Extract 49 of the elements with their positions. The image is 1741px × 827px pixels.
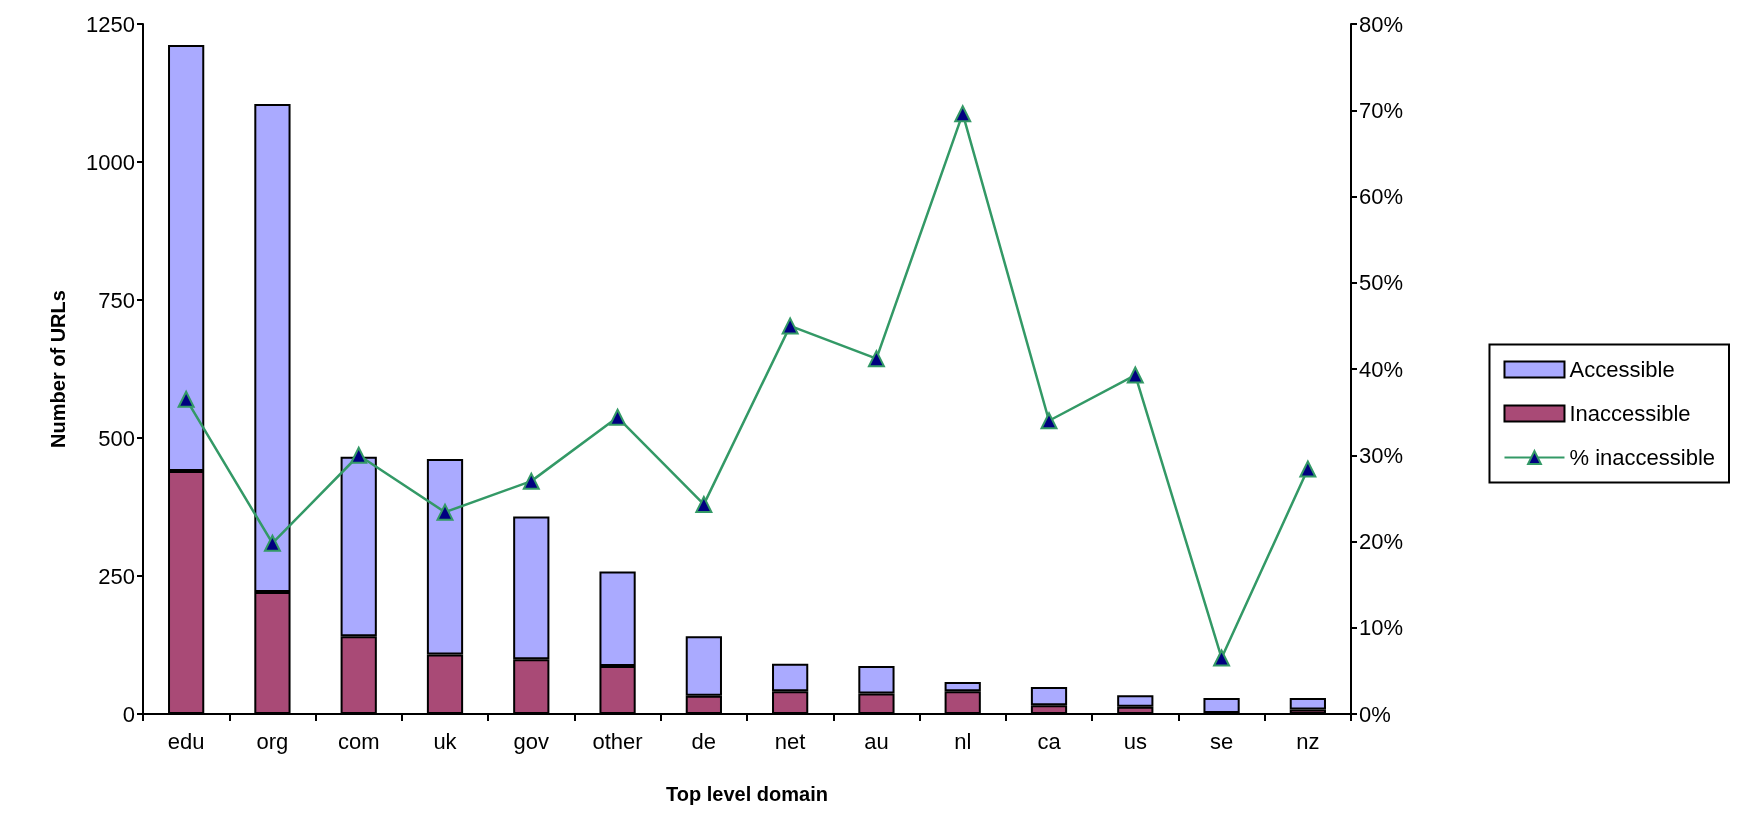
point bbox=[1126, 366, 1144, 384]
x-tick-label: nz bbox=[1296, 728, 1320, 754]
x-tick-label: other bbox=[592, 728, 643, 754]
x-tick-label: com bbox=[337, 728, 380, 754]
y2-tick-label: 70% bbox=[1359, 97, 1404, 123]
point bbox=[695, 495, 713, 513]
point bbox=[609, 408, 627, 426]
legend-label: Inaccessible bbox=[1569, 401, 1691, 426]
y2-tick-label: 80% bbox=[1359, 11, 1404, 37]
x-tick-label: net bbox=[774, 728, 806, 754]
point bbox=[177, 390, 195, 408]
y-tick-label: 1250 bbox=[86, 11, 135, 37]
point bbox=[867, 350, 885, 368]
x-tick-label: de bbox=[691, 728, 717, 754]
legend-label: % inaccessible bbox=[1569, 445, 1715, 470]
y2-tick-label: 20% bbox=[1359, 529, 1404, 554]
point bbox=[350, 446, 368, 464]
point bbox=[436, 503, 454, 521]
y2-tick-label: 50% bbox=[1359, 270, 1404, 296]
point bbox=[1299, 460, 1317, 478]
x-tick-label: gov bbox=[513, 728, 550, 754]
legend-label: Accessible bbox=[1569, 357, 1675, 382]
x-tick-label: ca bbox=[1037, 728, 1062, 754]
x-tick-label: se bbox=[1209, 728, 1234, 754]
y-axis-title: Number of URLs bbox=[47, 290, 69, 448]
point bbox=[263, 534, 281, 552]
point bbox=[1040, 412, 1058, 430]
x-tick-label: us bbox=[1123, 728, 1147, 754]
y2-tick-label: 0% bbox=[1359, 701, 1391, 727]
point bbox=[954, 105, 972, 123]
point bbox=[522, 472, 540, 490]
y2-tick-label: 40% bbox=[1359, 356, 1404, 382]
bar bbox=[1289, 697, 1326, 710]
point bbox=[781, 317, 799, 335]
x-axis-title: Top level domain bbox=[666, 783, 828, 805]
y-tick-label: 0 bbox=[122, 701, 135, 727]
y-tick-label: 750 bbox=[98, 287, 135, 313]
y2-tick-label: 60% bbox=[1359, 184, 1404, 209]
x-tick-label: org bbox=[256, 728, 289, 754]
x-tick-label: nl bbox=[954, 728, 972, 754]
y-tick-label: 1000 bbox=[86, 149, 135, 175]
y2-tick-label: 30% bbox=[1359, 442, 1404, 468]
point bbox=[1213, 649, 1231, 667]
y-tick-label: 500 bbox=[98, 425, 135, 451]
x-tick-label: au bbox=[864, 728, 889, 754]
x-tick-label: uk bbox=[433, 728, 458, 754]
y2-tick-label: 10% bbox=[1359, 615, 1404, 641]
y-tick-label: 250 bbox=[98, 563, 135, 589]
x-tick-label: edu bbox=[167, 728, 205, 754]
